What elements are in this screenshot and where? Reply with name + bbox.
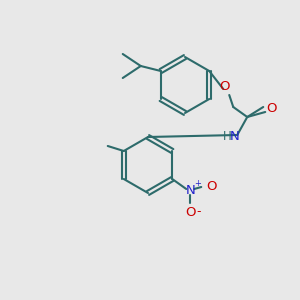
- Text: -: -: [196, 206, 200, 218]
- Text: O: O: [185, 206, 196, 218]
- Text: N: N: [230, 130, 239, 143]
- Text: H: H: [223, 130, 232, 143]
- Text: O: O: [266, 103, 277, 116]
- Text: N: N: [185, 184, 195, 196]
- Text: +: +: [194, 179, 201, 188]
- Text: O: O: [219, 80, 230, 92]
- Text: O: O: [206, 181, 217, 194]
